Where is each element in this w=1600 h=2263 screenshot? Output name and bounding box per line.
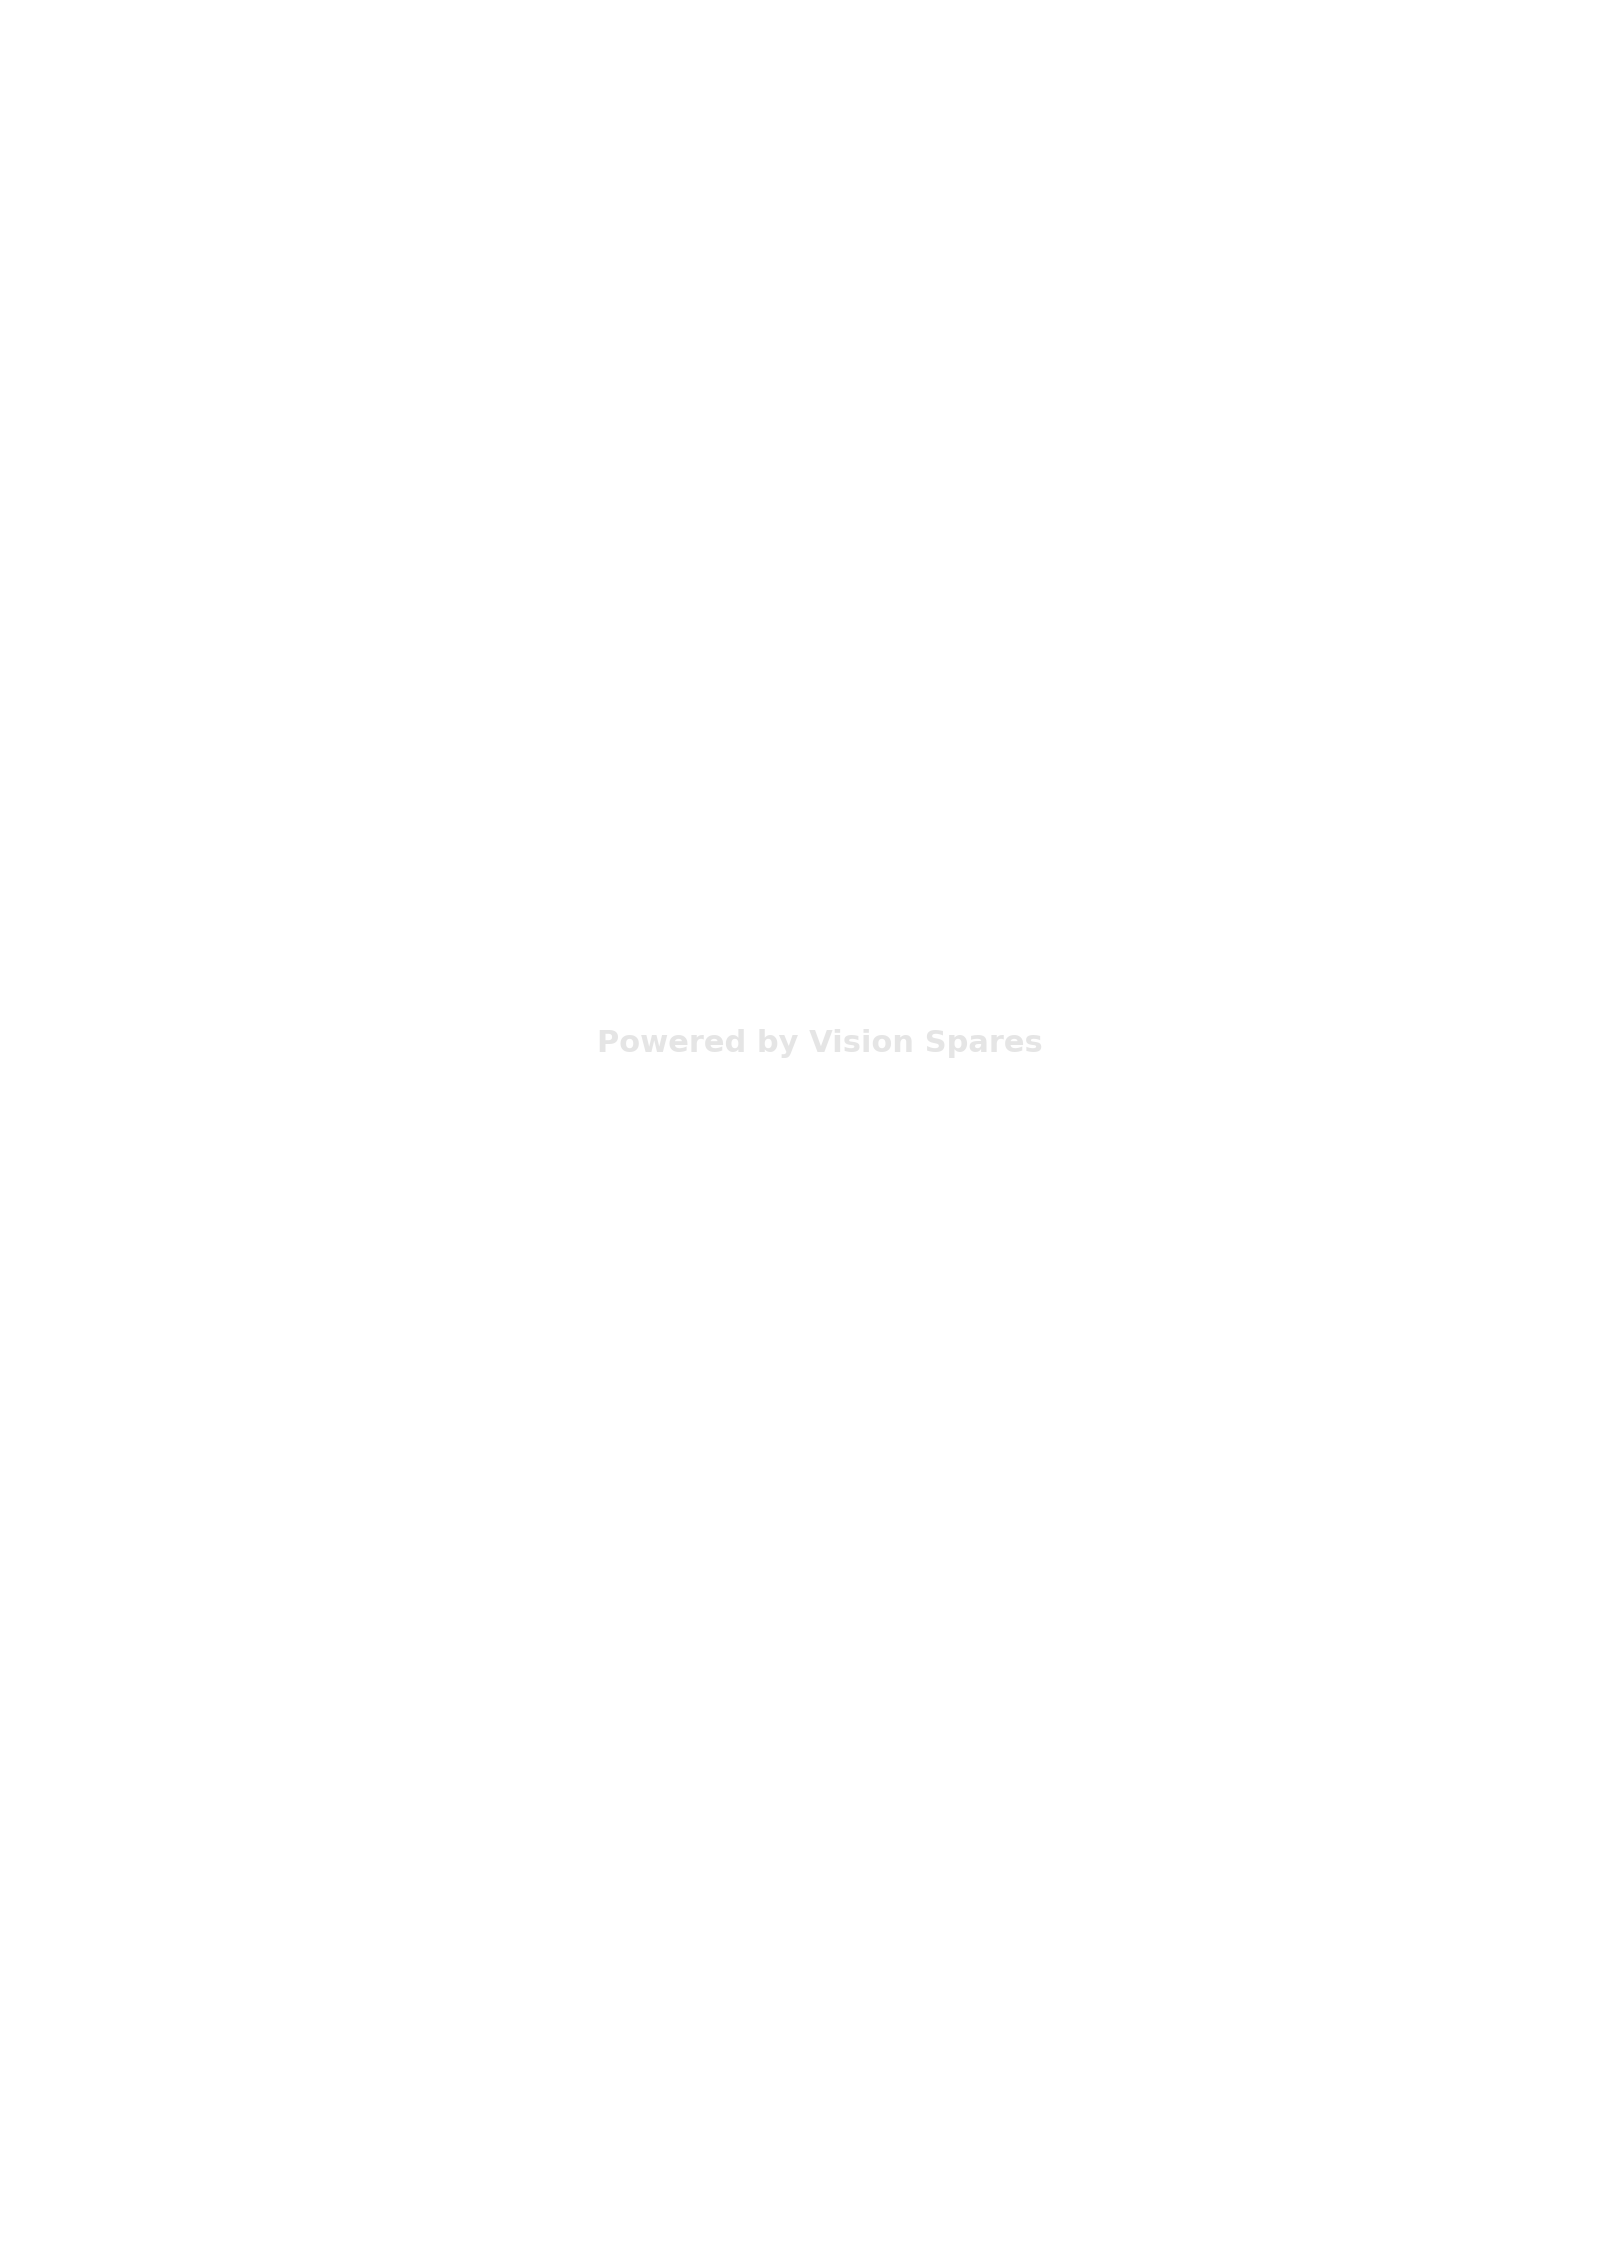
Text: Powered by Vision Spares: Powered by Vision Spares [597,1030,1043,1059]
